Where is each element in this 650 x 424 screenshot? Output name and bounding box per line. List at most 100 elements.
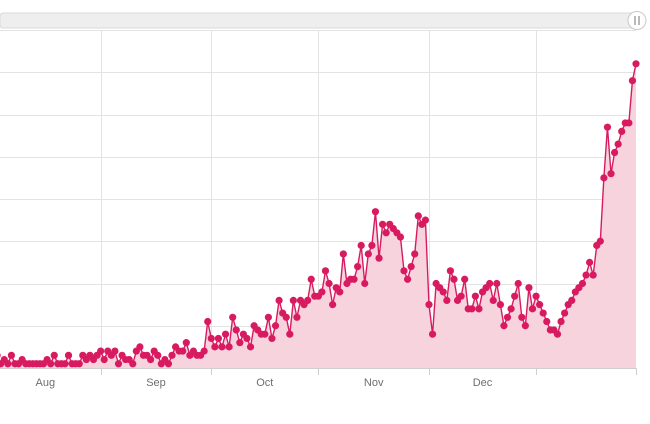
data-point[interactable]	[214, 334, 223, 343]
data-point[interactable]	[232, 326, 240, 334]
data-point[interactable]	[243, 334, 251, 343]
data-point[interactable]	[596, 237, 604, 245]
data-point[interactable]	[111, 347, 119, 355]
data-point[interactable]	[350, 275, 358, 283]
data-point[interactable]	[271, 322, 280, 330]
data-point[interactable]	[614, 140, 622, 148]
data-point[interactable]	[514, 279, 522, 288]
data-point[interactable]	[47, 360, 55, 368]
data-point[interactable]	[543, 317, 551, 326]
data-point[interactable]	[603, 123, 612, 131]
data-point[interactable]	[136, 343, 144, 351]
data-point[interactable]	[518, 313, 526, 321]
data-point[interactable]	[229, 313, 237, 321]
data-point[interactable]	[471, 292, 479, 300]
data-point[interactable]	[400, 267, 408, 275]
data-point[interactable]	[578, 279, 587, 288]
data-point[interactable]	[532, 292, 540, 300]
data-point[interactable]	[511, 292, 519, 300]
data-point[interactable]	[586, 258, 594, 266]
data-point[interactable]	[618, 127, 626, 135]
data-point[interactable]	[411, 250, 419, 258]
data-point[interactable]	[421, 216, 430, 224]
data-point[interactable]	[286, 330, 294, 338]
data-point[interactable]	[336, 288, 344, 296]
data-point[interactable]	[293, 313, 301, 321]
data-point[interactable]	[500, 322, 508, 330]
data-point[interactable]	[182, 339, 190, 347]
data-point[interactable]	[354, 263, 362, 271]
data-point[interactable]	[568, 296, 576, 304]
data-point[interactable]	[361, 279, 369, 288]
data-point[interactable]	[521, 322, 529, 330]
data-point[interactable]	[207, 334, 215, 343]
data-point[interactable]	[457, 292, 465, 300]
data-point[interactable]	[0, 352, 1, 359]
data-point[interactable]	[307, 275, 315, 283]
data-point[interactable]	[536, 301, 544, 309]
data-point[interactable]	[557, 317, 565, 326]
data-point[interactable]	[97, 347, 105, 355]
data-point[interactable]	[375, 254, 383, 262]
data-point[interactable]	[450, 275, 458, 283]
data-point[interactable]	[211, 343, 219, 351]
data-point[interactable]	[268, 334, 276, 343]
data-point[interactable]	[100, 355, 108, 364]
data-point[interactable]	[218, 343, 226, 351]
data-point[interactable]	[64, 351, 73, 359]
data-point[interactable]	[496, 301, 504, 309]
data-point[interactable]	[289, 296, 297, 304]
data-point[interactable]	[200, 347, 208, 355]
drag-handle-icon[interactable]	[627, 11, 647, 30]
data-point[interactable]	[179, 347, 187, 355]
data-point[interactable]	[75, 360, 83, 368]
data-point[interactable]	[507, 305, 515, 313]
data-point[interactable]	[61, 360, 69, 368]
data-point[interactable]	[325, 279, 333, 288]
data-point[interactable]	[600, 174, 608, 182]
data-point[interactable]	[129, 360, 137, 368]
data-point[interactable]	[164, 360, 173, 368]
scrollbar-track[interactable]	[0, 12, 639, 29]
data-point[interactable]	[625, 119, 633, 127]
data-point[interactable]	[4, 360, 12, 368]
data-point[interactable]	[475, 305, 483, 313]
data-point[interactable]	[468, 305, 476, 313]
data-point[interactable]	[589, 271, 597, 279]
data-point[interactable]	[607, 170, 615, 178]
data-point[interactable]	[318, 288, 326, 296]
data-point[interactable]	[50, 351, 58, 359]
data-point[interactable]	[246, 343, 255, 351]
data-point[interactable]	[461, 275, 469, 283]
data-point[interactable]	[221, 330, 230, 338]
scrollbar-handle[interactable]	[627, 11, 647, 30]
data-point[interactable]	[147, 355, 155, 364]
data-point[interactable]	[486, 279, 494, 288]
data-point[interactable]	[168, 351, 176, 359]
data-point[interactable]	[364, 250, 372, 258]
data-point[interactable]	[407, 263, 415, 271]
data-point[interactable]	[225, 343, 233, 351]
data-point[interactable]	[282, 313, 290, 321]
data-point[interactable]	[446, 267, 455, 275]
data-point[interactable]	[428, 330, 437, 338]
data-point[interactable]	[414, 212, 422, 220]
data-point[interactable]	[329, 301, 337, 309]
data-point[interactable]	[403, 275, 412, 283]
data-point[interactable]	[261, 330, 269, 338]
data-point[interactable]	[264, 313, 272, 321]
data-point[interactable]	[382, 229, 390, 237]
data-point[interactable]	[154, 351, 162, 359]
data-point[interactable]	[439, 288, 447, 296]
data-point[interactable]	[489, 296, 497, 304]
data-point[interactable]	[371, 208, 380, 216]
data-point[interactable]	[493, 279, 501, 288]
data-point[interactable]	[632, 60, 640, 68]
data-point[interactable]	[610, 148, 619, 157]
data-point[interactable]	[204, 317, 212, 326]
data-point[interactable]	[321, 267, 330, 275]
data-point[interactable]	[539, 309, 547, 317]
data-point[interactable]	[339, 250, 347, 258]
data-point[interactable]	[114, 360, 123, 368]
data-point[interactable]	[7, 351, 16, 359]
